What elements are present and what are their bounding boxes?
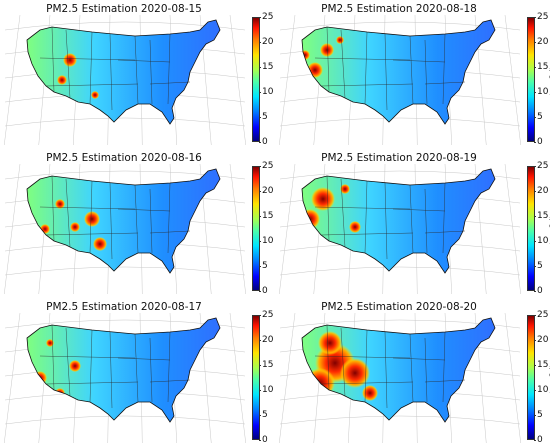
map-panel-2020-08-16: PM2.5 Estimation 2020-08-16 25 20 15 10 5 0 [0,149,275,298]
state-borders [39,175,191,260]
colorbar [252,315,260,440]
colorbar-tick-label: 10 [258,235,274,246]
colorbar-tick-label: 15 [533,359,549,370]
us-land-area [27,20,220,124]
map-panel-2020-08-18: PM2.5 Estimation 2020-08-18 2520151050PM… [275,0,550,149]
us-land-area [27,169,220,273]
colorbar-tick-label: 5 [534,260,543,271]
colorbar-tick-label: 25 [258,309,274,320]
map-panel-2020-08-17: PM2.5 Estimation 2020-08-17 25 20 15 10 5 0 [0,298,275,447]
colorbar-tick-label: 15 [258,210,274,221]
map-panel-2020-08-19: PM2.5 Estimation 2020-08-19 2520151050PM… [275,149,550,298]
colorbar-tick-label: 20 [258,334,274,345]
colorbar-tick-label: 0 [259,434,268,445]
state-borders [314,26,466,111]
colorbar-tick-label: 10 [258,86,274,97]
colorbar-tick-label: 15 [533,61,549,72]
colorbar-tick-label: 0 [534,434,543,445]
colorbar-tick-label: 0 [259,285,268,296]
us-land-area [302,318,495,422]
us-land-area [27,318,220,422]
colorbar-tick-label: 25 [258,11,274,22]
high-concentration-areas [57,53,99,99]
colorbar-tick-label: 0 [534,136,543,147]
panel-title: PM2.5 Estimation 2020-08-19 [321,152,477,164]
pm25-map [279,312,521,444]
colorbar [527,166,535,291]
panel-title: PM2.5 Estimation 2020-08-17 [46,301,202,313]
colorbar-tick-label: 15 [258,359,274,370]
map-panel-2020-08-15: PM2.5 Estimation 2020-08-15 25 20 15 10 5 0 [0,0,275,149]
colorbar-tick-label: 25 [258,160,274,171]
colorbar [252,166,260,291]
us-outline [301,19,496,125]
us-land-area [302,20,495,124]
colorbar [527,315,535,440]
colorbar [527,17,535,142]
pm25-map [4,312,246,444]
colorbar [252,17,260,142]
colorbar-tick-label: 10 [533,86,549,97]
colorbar-tick-label: 5 [534,111,543,122]
colorbar-tick-label: 5 [259,260,268,271]
panel-title: PM2.5 Estimation 2020-08-18 [321,3,477,15]
colorbar-tick-label: 10 [533,235,549,246]
map-panel-2020-08-20: PM2.5 Estimation 2020-08-20 2520151050PM… [275,298,550,447]
pm25-map [4,14,246,146]
us-land-area [302,169,495,273]
state-borders [314,175,466,260]
state-borders [314,324,466,409]
us-outline [26,168,221,274]
colorbar-tick-label: 20 [533,334,549,345]
colorbar-tick-label: 20 [533,185,549,196]
panel-title: PM2.5 Estimation 2020-08-20 [321,301,477,313]
pm25-map [279,163,521,295]
colorbar-tick-label: 15 [533,210,549,221]
colorbar-tick-label: 25 [533,11,549,22]
state-borders [39,26,191,111]
colorbar-tick-label: 20 [258,36,274,47]
panel-title: PM2.5 Estimation 2020-08-15 [46,3,202,15]
colorbar-tick-label: 20 [258,185,274,196]
colorbar-tick-label: 5 [259,111,268,122]
colorbar-tick-label: 15 [258,61,274,72]
colorbar-tick-label: 5 [534,409,543,420]
us-outline [26,317,221,423]
colorbar-tick-label: 25 [533,160,549,171]
colorbar-tick-label: 5 [259,409,268,420]
colorbar-tick-label: 10 [258,384,274,395]
colorbar-tick-label: 20 [533,36,549,47]
colorbar-tick-label: 10 [533,384,549,395]
state-borders [39,324,191,409]
colorbar-tick-label: 0 [259,136,268,147]
us-outline [301,168,496,274]
pm25-map [4,163,246,295]
us-outline [26,19,221,125]
us-outline [301,317,496,423]
pm25-map [279,14,521,146]
colorbar-tick-label: 0 [534,285,543,296]
colorbar-tick-label: 25 [533,309,549,320]
panel-title: PM2.5 Estimation 2020-08-16 [46,152,202,164]
